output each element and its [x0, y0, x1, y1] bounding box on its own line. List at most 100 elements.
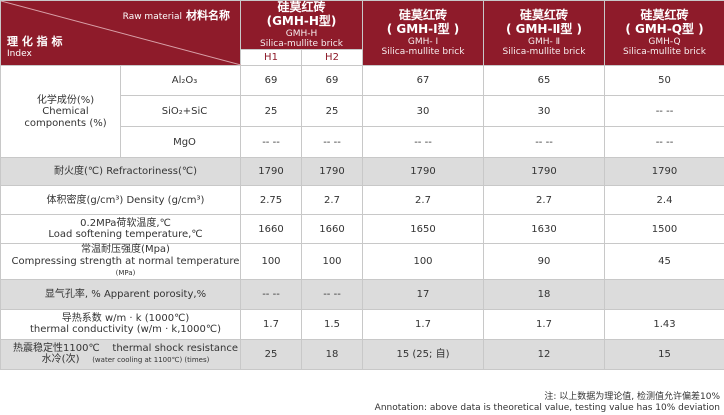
- chem-row-sio2: SiO₂+SiC 25 25 30 30 -- --: [1, 95, 724, 128]
- row-label-line2-cn: 水冷(次): [41, 354, 80, 366]
- table-cell: 1.7: [240, 308, 302, 340]
- table-cell: 1.7: [483, 308, 605, 340]
- table-cell: -- --: [604, 126, 724, 159]
- chem-label-en1: Chemical: [42, 106, 89, 118]
- table-cell: 30: [362, 95, 484, 128]
- subheader-h1: H1: [240, 49, 302, 67]
- table-cell: -- --: [301, 126, 363, 159]
- product-model: (GMH-H型): [266, 13, 337, 28]
- product-code: GMH-H: [285, 28, 318, 39]
- chem-label-en2: components (%): [24, 117, 107, 129]
- header-corner: Raw material 材料名称 理 化 指 标 Index: [0, 0, 241, 67]
- raw-material-en: Raw material: [122, 12, 182, 22]
- table-cell: 1500: [604, 214, 724, 245]
- product-type: Silica-mullite brick: [623, 46, 706, 57]
- row-label: 热震稳定性1100℃ thermal shock resistance 水冷(次…: [0, 338, 241, 370]
- table-cell: 100: [301, 243, 363, 280]
- table-cell: 2.75: [240, 185, 302, 216]
- subheader-h2: H2: [301, 49, 363, 67]
- table-cell: 1790: [301, 157, 363, 187]
- row-density: 体积密度(g/cm³) Density (g/cm³) 2.75 2.7 2.7…: [0, 185, 724, 216]
- product-name: 硅莫红砖: [277, 0, 326, 14]
- table-cell: 1790: [362, 157, 484, 187]
- table-cell: -- --: [301, 278, 363, 310]
- table-cell: 17: [362, 278, 484, 310]
- row-refractoriness: 耐火度(℃) Refractoriness(℃) 1790 1790 1790 …: [0, 157, 724, 187]
- table-cell: 69: [240, 65, 302, 97]
- chem-item-label: Al₂O₃: [120, 65, 241, 97]
- note-cn: 注: 以上数据为理论值, 检测值允许偏差10%: [544, 392, 720, 402]
- row-label: 导热系数 w/m · k (1000℃) thermal conductivit…: [0, 308, 241, 340]
- chem-label-cn: 化学成份(%): [36, 94, 95, 106]
- index-label: 理 化 指 标 Index: [7, 36, 63, 59]
- table-cell: 1650: [362, 214, 484, 245]
- chem-item-label: SiO₂+SiC: [120, 95, 241, 128]
- table-cell: 65: [483, 65, 605, 97]
- product-type: Silica-mullite brick: [381, 46, 465, 57]
- table-cell: 45: [604, 243, 724, 280]
- table-cell: -- --: [604, 95, 724, 128]
- chem-label: 化学成份(%) Chemical components (%): [0, 65, 121, 159]
- table-cell: 1790: [240, 157, 302, 187]
- table-cell: 1630: [483, 214, 605, 245]
- chem-item-label: MgO: [120, 126, 241, 159]
- table-cell: 50: [604, 65, 724, 97]
- table-cell: 25: [240, 338, 302, 370]
- table-cell: 18: [301, 338, 363, 370]
- product-type: Silica-mullite brick: [260, 38, 343, 49]
- table-cell: 1.7: [362, 308, 484, 340]
- header-row: Raw material 材料名称 理 化 指 标 Index 硅莫红砖 (GMH-…: [0, 0, 724, 67]
- row-label: 耐火度(℃) Refractoriness(℃): [0, 157, 241, 187]
- note-en: Annotation: above data is theoretical va…: [374, 403, 720, 413]
- row-label: 常温耐压强度(Mpa) Compressing strength at norm…: [0, 243, 241, 280]
- product-code: GMH- Ⅰ: [407, 36, 439, 47]
- product-type: Silica-mullite brick: [502, 46, 586, 57]
- spec-table: Raw material 材料名称 理 化 指 标 Index 硅莫红砖 (GMH-…: [0, 0, 724, 370]
- table-cell: 1660: [301, 214, 363, 245]
- chem-row-mgo: MgO -- -- -- -- -- -- -- -- -- --: [1, 126, 724, 159]
- table-cell: 18: [483, 278, 605, 310]
- row-apparent-porosity: 显气孔率, % Apparent porosity,% -- -- -- -- …: [0, 278, 724, 310]
- table-cell: 25: [240, 95, 302, 128]
- table-cell: -- --: [362, 126, 484, 159]
- product-header-q: 硅莫红砖 ( GMH-Q型 ) GMH-Q Silica-mullite bri…: [604, 0, 724, 67]
- row-label-line2: 水冷(次) (water cooling at 1100℃) (times): [11, 354, 240, 366]
- product-code: GMH-Q: [648, 36, 681, 47]
- row-label: 显气孔率, % Apparent porosity,%: [0, 278, 241, 310]
- table-cell: 1660: [240, 214, 302, 245]
- table-cell: -- --: [483, 126, 605, 159]
- row-label-line1-cn: 热震稳定性1100℃: [13, 342, 100, 354]
- row-label-line2: Compressing strength at normal temperatu…: [11, 256, 240, 279]
- table-cell: 1790: [604, 157, 724, 187]
- product-name: 硅莫红砖: [398, 8, 447, 22]
- table-cell: 67: [362, 65, 484, 97]
- raw-material-cn: 材料名称: [186, 9, 230, 22]
- row-label-line1-en: thermal shock resistance: [112, 342, 238, 354]
- subheader-row: H1 H2: [1, 49, 724, 67]
- table-cell: -- --: [240, 278, 302, 310]
- table-cell: 1.5: [301, 308, 363, 340]
- table-cell: 100: [362, 243, 484, 280]
- product-name: 硅莫红砖: [519, 8, 568, 22]
- index-en: Index: [7, 48, 32, 59]
- row-label-line2-text: Compressing strength at normal temperatu…: [11, 255, 240, 267]
- row-label-line2: thermal conductivity (w/m · k,1000℃): [29, 324, 221, 336]
- table-cell: 2.4: [604, 185, 724, 216]
- row-label-line2-en: (water cooling at 1100℃) (times): [92, 356, 210, 365]
- table-cell: 100: [240, 243, 302, 280]
- table-cell: 15 (25; 自): [362, 338, 484, 370]
- row-label-unit: (MPa): [115, 269, 136, 278]
- table-cell: 69: [301, 65, 363, 97]
- product-header-2: 硅莫红砖 ( GMH-Ⅱ型 ) GMH- Ⅱ Silica-mullite br…: [483, 0, 605, 67]
- table-cell: 1.43: [604, 308, 724, 340]
- raw-material-label: Raw material 材料名称: [122, 9, 230, 23]
- product-model: ( GMH-Q型 ): [625, 21, 704, 36]
- diagonal-divider: [1, 1, 241, 65]
- row-load-softening: 0.2MPa荷软温度,℃ Load softening temperature,…: [0, 214, 724, 245]
- product-header-h: 硅莫红砖 (GMH-H型) GMH-H Silica-mullite brick: [240, 0, 363, 51]
- table-cell: 12: [483, 338, 605, 370]
- row-label-line1: 常温耐压强度(Mpa): [81, 244, 170, 256]
- chem-row-al2o3: 化学成份(%) Chemical components (%) Al₂O₃ 69…: [0, 65, 724, 159]
- table-cell: 1790: [483, 157, 605, 187]
- product-code: GMH- Ⅱ: [527, 36, 561, 47]
